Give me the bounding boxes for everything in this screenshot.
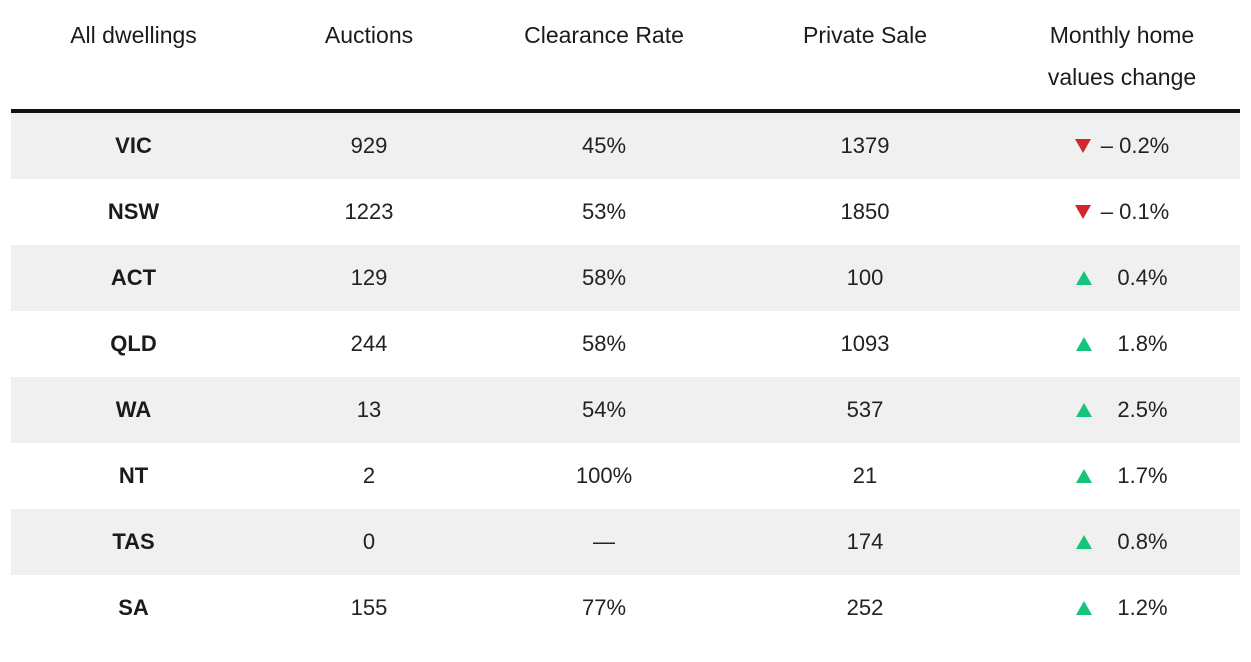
table-row: QLD 244 58% 1093 1.8% <box>11 311 1240 377</box>
table-body: VIC 929 45% 1379 – 0.2% NSW 1223 53% 185… <box>11 111 1240 641</box>
private-sale-cell: 21 <box>852 463 878 488</box>
table-row: ACT 129 58% 100 0.4% <box>11 245 1240 311</box>
region-cell: WA <box>11 377 256 443</box>
monthly-change-cell: 1.8% <box>1004 311 1240 377</box>
region-cell: QLD <box>110 331 157 356</box>
market-table-container: All dwellings Auctions Clearance Rate Pr… <box>11 0 1240 641</box>
triangle-up-icon <box>1076 403 1093 417</box>
header-private-sale: Private Sale <box>726 0 1004 113</box>
auctions-cell: 155 <box>350 595 388 620</box>
monthly-change-cell: 2.5% <box>1004 377 1240 443</box>
header-label: Monthly home values change <box>1047 22 1197 90</box>
private-sale-cell: 537 <box>726 377 1004 443</box>
clearance-rate-cell: 58% <box>581 331 627 356</box>
monthly-change-cell: 0.4% <box>1004 245 1240 311</box>
clearance-rate-cell: 53% <box>581 199 627 224</box>
table-row: NT 2 100% 21 1.7% <box>11 443 1240 509</box>
header-label: Clearance Rate <box>524 22 684 48</box>
triangle-down-icon <box>1074 139 1091 153</box>
triangle-up-icon <box>1076 535 1093 549</box>
header-row: All dwellings Auctions Clearance Rate Pr… <box>11 0 1240 113</box>
triangle-down-icon <box>1074 205 1091 219</box>
header-label: All dwellings <box>70 22 197 48</box>
clearance-rate-cell: — <box>482 509 726 575</box>
header-auctions: Auctions <box>256 0 482 113</box>
clearance-rate-cell: 54% <box>482 377 726 443</box>
region-cell: SA <box>118 595 149 620</box>
table-header: All dwellings Auctions Clearance Rate Pr… <box>11 0 1240 113</box>
clearance-rate-cell: 58% <box>482 245 726 311</box>
triangle-up-icon <box>1076 337 1093 351</box>
triangle-up-icon <box>1076 469 1093 483</box>
monthly-change-cell: – 0.2% <box>1004 111 1240 179</box>
private-sale-cell: 1850 <box>840 199 890 224</box>
monthly-change-cell: 1.2% <box>1004 575 1240 641</box>
change-value: – 0.2% <box>1100 133 1170 158</box>
table-row: VIC 929 45% 1379 – 0.2% <box>11 111 1240 179</box>
header-monthly-change: Monthly home values change <box>1004 0 1240 113</box>
auctions-cell: 0 <box>256 509 482 575</box>
auctions-cell: 13 <box>256 377 482 443</box>
auctions-cell: 2 <box>362 463 376 488</box>
clearance-rate-cell: 77% <box>581 595 627 620</box>
change-value: 0.4% <box>1117 265 1168 290</box>
change-value: 2.5% <box>1117 397 1168 422</box>
monthly-change-cell: – 0.1% <box>1004 179 1240 245</box>
clearance-rate-cell: 45% <box>482 111 726 179</box>
private-sale-cell: 252 <box>846 595 884 620</box>
change-value: 1.2% <box>1117 595 1168 620</box>
header-label: Private Sale <box>802 22 927 48</box>
auctions-cell: 929 <box>256 111 482 179</box>
change-value: 1.8% <box>1117 331 1168 356</box>
private-sale-cell: 1379 <box>726 111 1004 179</box>
region-cell: NSW <box>107 199 160 224</box>
table-row: TAS 0 — 174 0.8% <box>11 509 1240 575</box>
change-value: 1.7% <box>1117 463 1168 488</box>
change-value: 0.8% <box>1117 529 1168 554</box>
header-all-dwellings: All dwellings <box>11 0 256 113</box>
header-label: Auctions <box>324 22 414 48</box>
triangle-up-icon <box>1076 601 1093 615</box>
market-summary-table: All dwellings Auctions Clearance Rate Pr… <box>11 0 1240 641</box>
header-clearance-rate: Clearance Rate <box>482 0 726 113</box>
private-sale-cell: 1093 <box>840 331 890 356</box>
monthly-change-cell: 1.7% <box>1004 443 1240 509</box>
region-cell: NT <box>118 463 149 488</box>
table-row: NSW 1223 53% 1850 – 0.1% <box>11 179 1240 245</box>
auctions-cell: 129 <box>256 245 482 311</box>
region-cell: VIC <box>11 111 256 179</box>
change-value: – 0.1% <box>1100 199 1170 224</box>
auctions-cell: 244 <box>350 331 388 356</box>
region-cell: ACT <box>11 245 256 311</box>
table-row: WA 13 54% 537 2.5% <box>11 377 1240 443</box>
auctions-cell: 1223 <box>344 199 394 224</box>
table-row: SA 155 77% 252 1.2% <box>11 575 1240 641</box>
triangle-up-icon <box>1076 271 1093 285</box>
region-cell: TAS <box>11 509 256 575</box>
private-sale-cell: 174 <box>726 509 1004 575</box>
monthly-change-cell: 0.8% <box>1004 509 1240 575</box>
private-sale-cell: 100 <box>726 245 1004 311</box>
clearance-rate-cell: 100% <box>575 463 633 488</box>
